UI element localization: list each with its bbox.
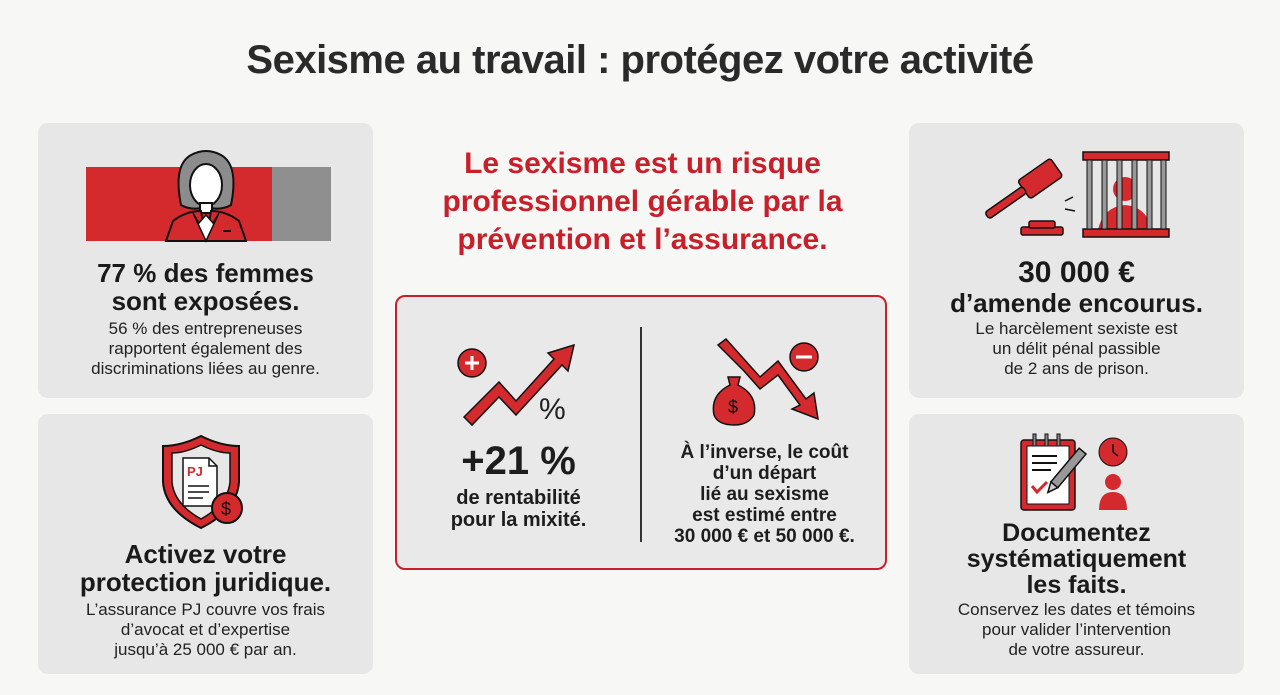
fine-body: Le harcèlement sexiste est un délit péna… (975, 319, 1178, 378)
card-exposure: 77 % des femmes sont exposées. 56 % des … (38, 123, 373, 398)
gavel-prison-icon (909, 147, 1244, 247)
svg-text:PJ: PJ (187, 464, 203, 479)
legal-protection-body: L’assurance PJ couvre vos frais d’avocat… (85, 600, 326, 659)
document-body: Conservez les dates et témoins pour vali… (957, 600, 1196, 659)
departure-cost-text: À l’inverse, le coût d’un départ lié au … (674, 442, 855, 547)
svg-text:$: $ (221, 499, 231, 519)
shield-document-icon: PJ $ (38, 432, 373, 532)
clipboard-witness-icon (909, 432, 1244, 512)
profitability-caption: de rentabilité pour la mixité. (450, 487, 587, 531)
svg-text:$: $ (728, 397, 738, 417)
card-document: Documentez systématiquement les faits. C… (909, 414, 1244, 674)
woman-bar-icon (38, 145, 373, 245)
card-legal-protection: PJ $ Activez votre protection juridique.… (38, 414, 373, 674)
exposure-headline: 77 % des femmes sont exposées. (97, 258, 314, 316)
svg-text:%: % (539, 393, 566, 426)
profitability-stat: +21 % (461, 439, 576, 483)
money-bag-decline-icon: $ (642, 337, 887, 427)
divider (640, 327, 642, 542)
departure-cost-section: $ À l’inverse, le coût d’un départ lié a… (642, 297, 887, 568)
legal-protection-headline: Activez votre protection juridique. (79, 539, 332, 597)
card-fine: 30 000 € d’amende encourus. Le harcèleme… (909, 123, 1244, 398)
page-title: Sexisme au travail : protégez votre acti… (246, 38, 1034, 82)
document-headline: Documentez systématiquement les faits. (966, 519, 1187, 599)
comparison-box: % +21 % de rentabilité pour la mixité. $… (395, 295, 887, 570)
exposure-body: 56 % des entrepreneuses rapportent égale… (91, 319, 320, 378)
tagline: Le sexisme est un risque professionnel g… (442, 147, 843, 256)
fine-headline: 30 000 € d’amende encourus. (950, 256, 1203, 318)
profitability-section: % +21 % de rentabilité pour la mixité. (397, 297, 640, 568)
growth-chart-icon: % (397, 337, 640, 427)
